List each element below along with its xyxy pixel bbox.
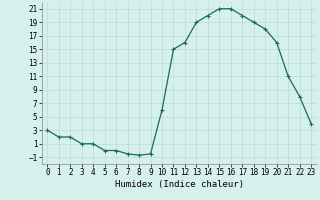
- X-axis label: Humidex (Indice chaleur): Humidex (Indice chaleur): [115, 180, 244, 189]
